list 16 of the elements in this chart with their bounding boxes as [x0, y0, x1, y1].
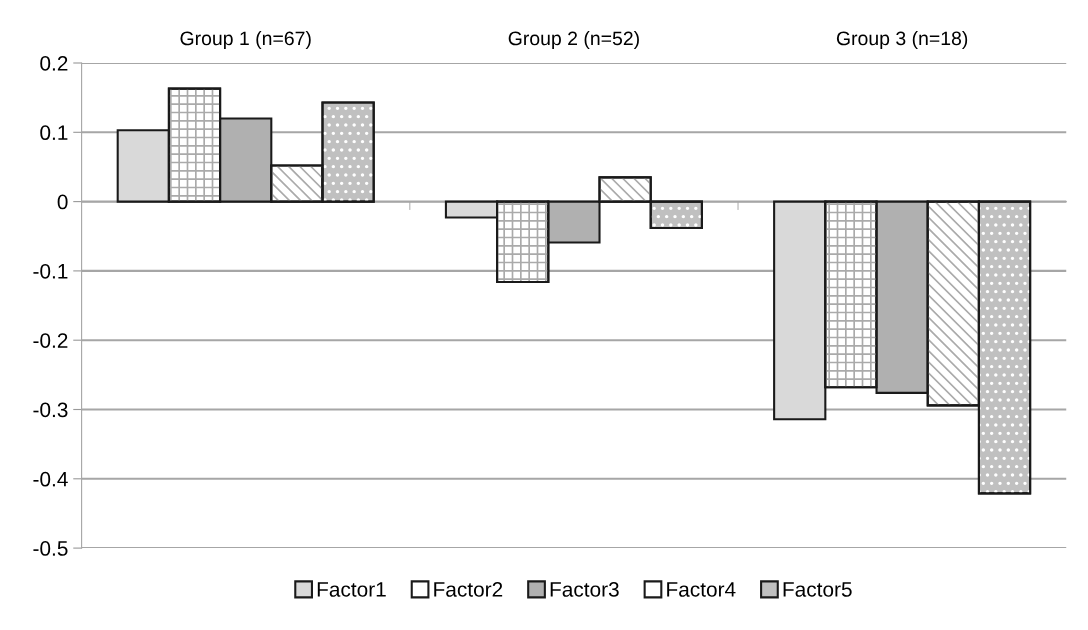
- x-tick-label: Group 3 (n=18): [836, 30, 968, 50]
- y-tick-label: -0.1: [33, 263, 68, 279]
- y-tick-label: 0: [57, 194, 68, 210]
- legend-label: Factor4: [667, 582, 736, 597]
- x-tick-label: Group 2 (n=52): [508, 30, 639, 50]
- y-tick-label: -0.3: [33, 402, 68, 418]
- legend-label: Factor1: [317, 582, 386, 597]
- y-tick-label: 0.1: [40, 125, 68, 141]
- y-tick-label: 0.2: [40, 56, 68, 71]
- legend-label: Factor5: [783, 582, 852, 597]
- y-tick-label: -0.2: [33, 333, 68, 348]
- legend-label: Factor3: [550, 582, 619, 597]
- legend-label: Factor2: [434, 582, 503, 597]
- x-tick-label: Group 1 (n=67): [180, 30, 311, 50]
- y-tick-label: -0.5: [33, 541, 68, 556]
- y-tick-label: -0.4: [33, 471, 68, 487]
